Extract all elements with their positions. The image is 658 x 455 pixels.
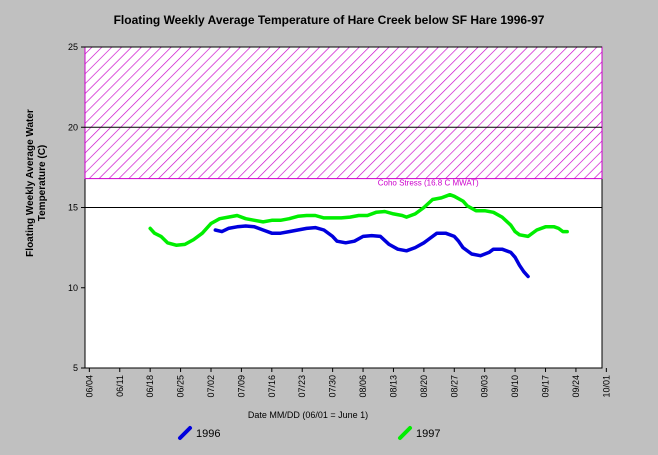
series-lines (148, 192, 569, 279)
legend-swatch-1996 (178, 426, 192, 440)
legend-label-1997: 1997 (416, 428, 440, 440)
x-tick-label: 06/11 (115, 375, 125, 397)
x-tick-label: 09/03 (480, 375, 490, 398)
x-tick-label: 08/06 (358, 375, 368, 398)
legend: 1996 1997 (178, 426, 440, 440)
x-tick-label: 08/27 (449, 375, 459, 398)
x-tick-label: 07/09 (236, 375, 246, 398)
y-tick-label: 20 (68, 122, 78, 132)
coho-stress-label: Coho Stress (16.8 C MWAT) (378, 179, 479, 188)
series-line-1997 (148, 192, 569, 247)
x-tick-label: 09/17 (541, 375, 551, 398)
x-tick-label: 06/25 (176, 375, 186, 398)
y-tick-label: 15 (68, 203, 78, 213)
x-tick-label: 08/20 (419, 375, 429, 398)
x-axis-label: Date MM/DD (06/01 = June 1) (248, 410, 368, 420)
y-axis-label-line2: Temperature (C) (37, 145, 48, 222)
x-tick-label: 09/24 (571, 375, 581, 398)
y-axis-ticks: 5 10 15 20 25 (68, 42, 85, 373)
legend-label-1996: 1996 (196, 428, 220, 440)
x-tick-label: 08/13 (388, 375, 398, 398)
y-tick-label: 25 (68, 42, 78, 52)
x-tick-label: 06/18 (145, 375, 155, 398)
x-tick-label: 09/10 (510, 375, 520, 398)
y-tick-label: 10 (68, 283, 78, 293)
legend-swatch-1997 (398, 426, 412, 440)
series-line-1996 (213, 224, 530, 279)
x-tick-label: 06/04 (84, 375, 94, 398)
x-tick-label: 10/01 (601, 375, 611, 398)
chart-title: Floating Weekly Average Temperature of H… (114, 13, 545, 27)
x-tick-label: 07/16 (267, 375, 277, 398)
x-tick-label: 07/23 (297, 375, 307, 398)
x-tick-label: 07/02 (206, 375, 216, 398)
y-axis-label-line1: Floating Weekly Average Water (25, 109, 36, 257)
coho-stress-band (84, 46, 603, 180)
y-tick-label: 5 (73, 363, 78, 373)
x-tick-label: 07/30 (328, 375, 338, 398)
grid-lines (85, 46, 602, 208)
x-axis-ticks: 06/04 06/11 06/18 06/25 07/02 07/09 07/16 07/23… (84, 368, 611, 398)
